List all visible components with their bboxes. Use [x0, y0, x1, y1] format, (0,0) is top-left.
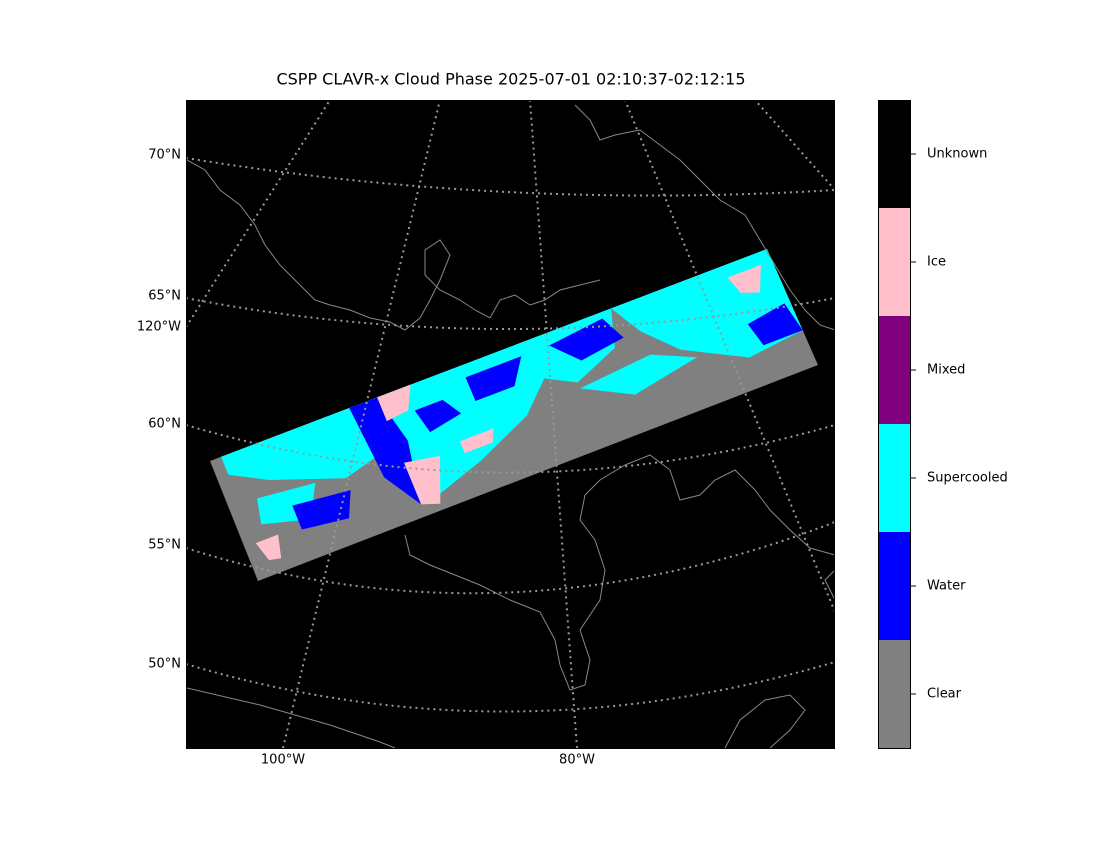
coastlines: [187, 104, 835, 748]
cloud-region: [727, 264, 761, 293]
coastline: [574, 104, 835, 331]
map-title: CSPP CLAVR-x Cloud Phase 2025-07-01 02:1…: [276, 70, 745, 89]
lon-label: 80°W: [559, 753, 595, 768]
coastline: [187, 687, 396, 748]
colorbar-segment: [878, 100, 910, 208]
parallel: [187, 521, 835, 595]
colorbar-segment: [878, 316, 910, 424]
cloud-region: [414, 399, 462, 433]
cloud-region: [377, 384, 411, 422]
colorbar-label: Ice: [927, 255, 946, 270]
graticule: [187, 100, 835, 748]
colorbar-label: Clear: [927, 687, 962, 702]
colorbar-segment: [878, 640, 910, 748]
colorbar-label: Unknown: [927, 147, 987, 162]
colorbar-frame: [878, 100, 911, 749]
lat-label: 65°N: [148, 289, 181, 304]
parallel: [187, 157, 835, 197]
coastline: [824, 569, 835, 601]
colorbar-label: Water: [927, 579, 966, 594]
swath: [210, 249, 818, 581]
cloud-region: [465, 356, 522, 402]
lat-label: 60°N: [148, 417, 181, 432]
meridian: [624, 100, 835, 613]
meridian: [754, 100, 835, 191]
lat-label: 55°N: [148, 538, 181, 553]
cloud-region: [292, 490, 351, 530]
cloud-region: [349, 397, 422, 505]
lon-label: 100°W: [261, 753, 305, 768]
cloud-region: [747, 303, 803, 346]
cloud-region: [255, 534, 282, 561]
meridian: [529, 100, 578, 748]
lat-label: 50°N: [148, 657, 181, 672]
parallel: [187, 297, 835, 330]
cloud-region: [459, 428, 494, 454]
colorbar-label: Supercooled: [927, 471, 1008, 486]
colorbar-segment: [878, 424, 910, 532]
colorbar: Unknown Ice Mixed Supercooled Water Clear: [878, 100, 1008, 749]
cloud-region: [580, 354, 698, 395]
colorbar-segment: [878, 532, 910, 640]
coastline: [187, 159, 601, 331]
map-frame: [186, 100, 835, 749]
lon-label: 120°W: [137, 320, 181, 335]
colorbar-label: Mixed: [927, 363, 965, 378]
coastline: [724, 694, 806, 748]
cloud-region: [403, 455, 441, 505]
colorbar-segment: [878, 208, 910, 316]
cloud-region: [549, 318, 624, 361]
lat-label: 70°N: [148, 148, 181, 163]
coastline: [404, 454, 835, 691]
